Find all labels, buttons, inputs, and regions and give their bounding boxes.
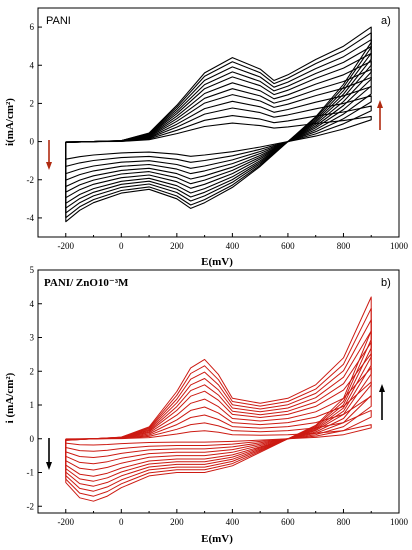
y-tick-label: 2 bbox=[30, 366, 35, 376]
cv-cycle-curve bbox=[65, 341, 372, 482]
panel-a-x-ticks: -200 0 200 400 600 800 1000 bbox=[58, 233, 409, 251]
y-tick-label: 4 bbox=[30, 299, 35, 309]
cv-cycle-curve bbox=[65, 367, 372, 471]
x-tick-label: 200 bbox=[170, 517, 184, 527]
x-tick-label: 400 bbox=[226, 241, 240, 251]
y-tick-label: 5 bbox=[30, 265, 35, 275]
cv-cycle-curve bbox=[65, 296, 372, 502]
panel-a-arrow-down bbox=[46, 140, 52, 170]
cv-cycle-curve bbox=[65, 353, 372, 477]
panel-b-x-ticks: -200 0 200 400 600 800 1000 bbox=[58, 509, 409, 527]
y-tick-label: -2 bbox=[27, 501, 35, 511]
cv-cycle-curve bbox=[65, 395, 372, 458]
cv-cycle-curve bbox=[65, 39, 372, 214]
cv-cycle-curve bbox=[65, 32, 372, 219]
x-tick-label: 600 bbox=[281, 241, 295, 251]
x-tick-label: 1000 bbox=[390, 517, 409, 527]
panel-a-curves bbox=[65, 26, 372, 223]
x-tick-label: 200 bbox=[170, 241, 184, 251]
plot-frame-a bbox=[37, 7, 400, 238]
x-tick-label: 1000 bbox=[390, 241, 409, 251]
y-tick-label: 0 bbox=[30, 434, 35, 444]
y-tick-label: 0 bbox=[30, 137, 35, 147]
cv-cycle-curve bbox=[65, 76, 372, 188]
x-tick-label: 400 bbox=[226, 517, 240, 527]
x-tick-label: -200 bbox=[58, 241, 75, 251]
cv-cycle-curve bbox=[65, 319, 372, 492]
cv-cycle-curve bbox=[65, 60, 372, 199]
panel-a-y-axis-label: i(mA/cm²) bbox=[4, 98, 16, 146]
panel-b-curves bbox=[65, 296, 372, 502]
panel-b: PANI/ ZnO10⁻³M b) -200 0 200 400 600 800 1000 … bbox=[4, 265, 409, 545]
panel-b-label: b) bbox=[381, 277, 391, 289]
cv-cycle-curve bbox=[65, 95, 372, 175]
panel-b-arrow-down bbox=[46, 438, 52, 470]
panel-b-title: PANI/ ZnO10⁻³M bbox=[44, 277, 129, 289]
y-tick-label: -2 bbox=[27, 175, 35, 185]
cv-cycle-curve bbox=[65, 381, 372, 465]
cv-cycle-curve bbox=[65, 52, 372, 204]
y-tick-label: 4 bbox=[30, 60, 35, 70]
cv-cycle-curve bbox=[65, 68, 372, 193]
plot-frame-b bbox=[37, 269, 400, 514]
cv-cycle-curve bbox=[65, 424, 372, 446]
panel-a-title: PANI bbox=[46, 15, 71, 27]
cv-cycle-curve bbox=[65, 330, 372, 487]
y-tick-label: -1 bbox=[27, 468, 35, 478]
y-tick-label: 1 bbox=[30, 400, 35, 410]
panel-a-y-ticks: -4 -2 0 2 4 6 bbox=[27, 22, 42, 223]
cv-cycle-curve bbox=[65, 307, 372, 497]
panel-b-y-ticks: -2 -1 0 1 2 3 4 5 bbox=[27, 265, 42, 511]
x-tick-label: 800 bbox=[337, 241, 351, 251]
x-tick-label: 800 bbox=[337, 517, 351, 527]
y-tick-label: 3 bbox=[30, 333, 35, 343]
panel-b-arrow-up bbox=[379, 384, 385, 420]
x-tick-label: -200 bbox=[58, 517, 75, 527]
panel-a-x-axis-label: E(mV) bbox=[201, 256, 233, 268]
cv-cycle-curve bbox=[65, 26, 372, 223]
panel-a-arrow-up bbox=[377, 100, 383, 130]
cv-cycle-curve bbox=[65, 409, 372, 452]
cv-cycle-curve bbox=[65, 115, 372, 160]
x-tick-label: 600 bbox=[281, 517, 295, 527]
y-tick-label: 6 bbox=[30, 22, 35, 32]
x-tick-label: 0 bbox=[119, 517, 124, 527]
cv-cycle-curve bbox=[65, 105, 372, 167]
cv-cycle-curve bbox=[65, 45, 372, 209]
x-tick-label: 0 bbox=[119, 241, 124, 251]
y-tick-label: -4 bbox=[27, 213, 35, 223]
y-tick-label: 2 bbox=[30, 98, 35, 108]
cv-cycle-curve bbox=[65, 86, 372, 181]
panel-a-label: a) bbox=[381, 15, 391, 27]
panel-a: PANI a) -200 0 200 400 600 800 1000 -4 -2 0 2 4 6 E… bbox=[4, 7, 409, 268]
panel-b-x-axis-label: E(mV) bbox=[201, 533, 233, 545]
panel-b-y-axis-label: i (mA/cm²) bbox=[4, 372, 16, 423]
